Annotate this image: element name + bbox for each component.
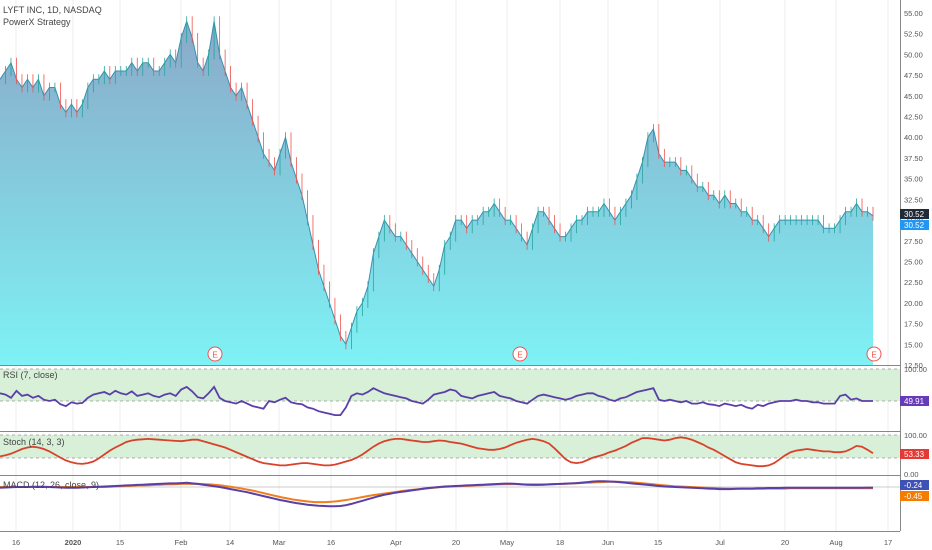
- earnings-marker[interactable]: E: [866, 346, 882, 362]
- price-tick-label: 27.50: [904, 237, 923, 246]
- time-tick-label: Mar: [273, 538, 286, 547]
- time-tick-label: Jul: [715, 538, 725, 547]
- svg-text:E: E: [871, 351, 876, 360]
- time-tick-label: 17: [884, 538, 892, 547]
- time-tick-label: 14: [226, 538, 234, 547]
- price-pane[interactable]: [0, 16, 874, 366]
- last-price-label: 30.52: [900, 209, 929, 219]
- macd-line: [0, 480, 873, 508]
- price-tick-label: 12.50: [904, 361, 923, 370]
- svg-text:30.52: 30.52: [904, 221, 925, 230]
- macd-pane[interactable]: [0, 480, 900, 508]
- price-tick-label: 37.50: [904, 154, 923, 163]
- stoch-line: [0, 436, 874, 468]
- time-tick-label: 15: [116, 538, 124, 547]
- time-tick-label: 20: [452, 538, 460, 547]
- price-line: [0, 19, 874, 346]
- stoch-band: [0, 435, 900, 458]
- macd-signal-value-label: -0.45: [900, 491, 929, 501]
- price-tick-label: 42.50: [904, 113, 923, 122]
- svg-text:E: E: [517, 351, 522, 360]
- time-tick-label: 18: [556, 538, 564, 547]
- last-price-label-alt: 30.52: [900, 220, 929, 230]
- time-tick-label: Apr: [390, 538, 402, 547]
- rsi-line: [0, 385, 873, 416]
- time-tick-label: Feb: [175, 538, 188, 547]
- price-scale[interactable]: [900, 0, 932, 550]
- earnings-marker[interactable]: E: [512, 346, 528, 362]
- price-tick-label: 20.00: [904, 299, 923, 308]
- rsi-title[interactable]: RSI (7, close): [3, 370, 58, 380]
- macd-title[interactable]: MACD (12, 26, close, 9): [3, 480, 100, 490]
- time-tick-label: 2020: [65, 538, 82, 547]
- strategy-name[interactable]: PowerX Strategy: [3, 17, 71, 27]
- time-scale[interactable]: [0, 532, 932, 550]
- price-tick-label: 40.00: [904, 133, 923, 142]
- price-tick-label: 22.50: [904, 278, 923, 287]
- svg-text:49.91: 49.91: [904, 397, 925, 406]
- price-bars: [5, 16, 874, 350]
- price-tick-label: 50.00: [904, 50, 923, 59]
- stoch-value-label: 53.33: [900, 449, 929, 459]
- price-tick-label: 25.00: [904, 257, 923, 266]
- time-tick-label: Jun: [602, 538, 614, 547]
- price-tick-label: 45.00: [904, 92, 923, 101]
- time-axis-labels: 16 2020 15 Feb 14 Mar 16 Apr 20 May 18 Jun 15 Jul 20 Au…: [12, 538, 892, 547]
- rsi-axis-label: 100.00: [904, 365, 927, 374]
- rsi-band: [0, 369, 900, 401]
- stoch-pane[interactable]: [0, 434, 900, 468]
- price-tick-label: 35.00: [904, 175, 923, 184]
- rsi-pane[interactable]: [0, 368, 900, 416]
- price-tick-label: 15.00: [904, 340, 923, 349]
- svg-text:53.33: 53.33: [904, 450, 925, 459]
- time-tick-label: Aug: [829, 538, 842, 547]
- symbol-title: LYFT INC, 1D, NASDAQ: [3, 5, 102, 15]
- svg-text:E: E: [212, 351, 217, 360]
- price-tick-label: 47.50: [904, 71, 923, 80]
- svg-text:30.52: 30.52: [904, 210, 925, 219]
- price-tick-label: 52.50: [904, 30, 923, 39]
- stoch-axis-label-bottom: 0.00: [904, 470, 919, 479]
- svg-text:-0.45: -0.45: [904, 492, 923, 501]
- rsi-value-label: 49.91: [900, 396, 929, 406]
- time-tick-label: 15: [654, 538, 662, 547]
- price-area: [0, 21, 873, 366]
- time-tick-label: 16: [327, 538, 335, 547]
- macd-value-label: -0.24: [900, 480, 929, 490]
- svg-text:-0.24: -0.24: [904, 481, 923, 490]
- stoch-title[interactable]: Stoch (14, 3, 3): [3, 437, 65, 447]
- time-tick-label: 20: [781, 538, 789, 547]
- price-tick-label: 55.00: [904, 9, 923, 18]
- time-tick-label: May: [500, 538, 514, 547]
- price-tick-label: 17.50: [904, 320, 923, 329]
- price-tick-label: 32.50: [904, 195, 923, 204]
- earnings-marker[interactable]: E: [207, 346, 223, 362]
- time-tick-label: 16: [12, 538, 20, 547]
- stoch-axis-label-top: 100.00: [904, 431, 927, 440]
